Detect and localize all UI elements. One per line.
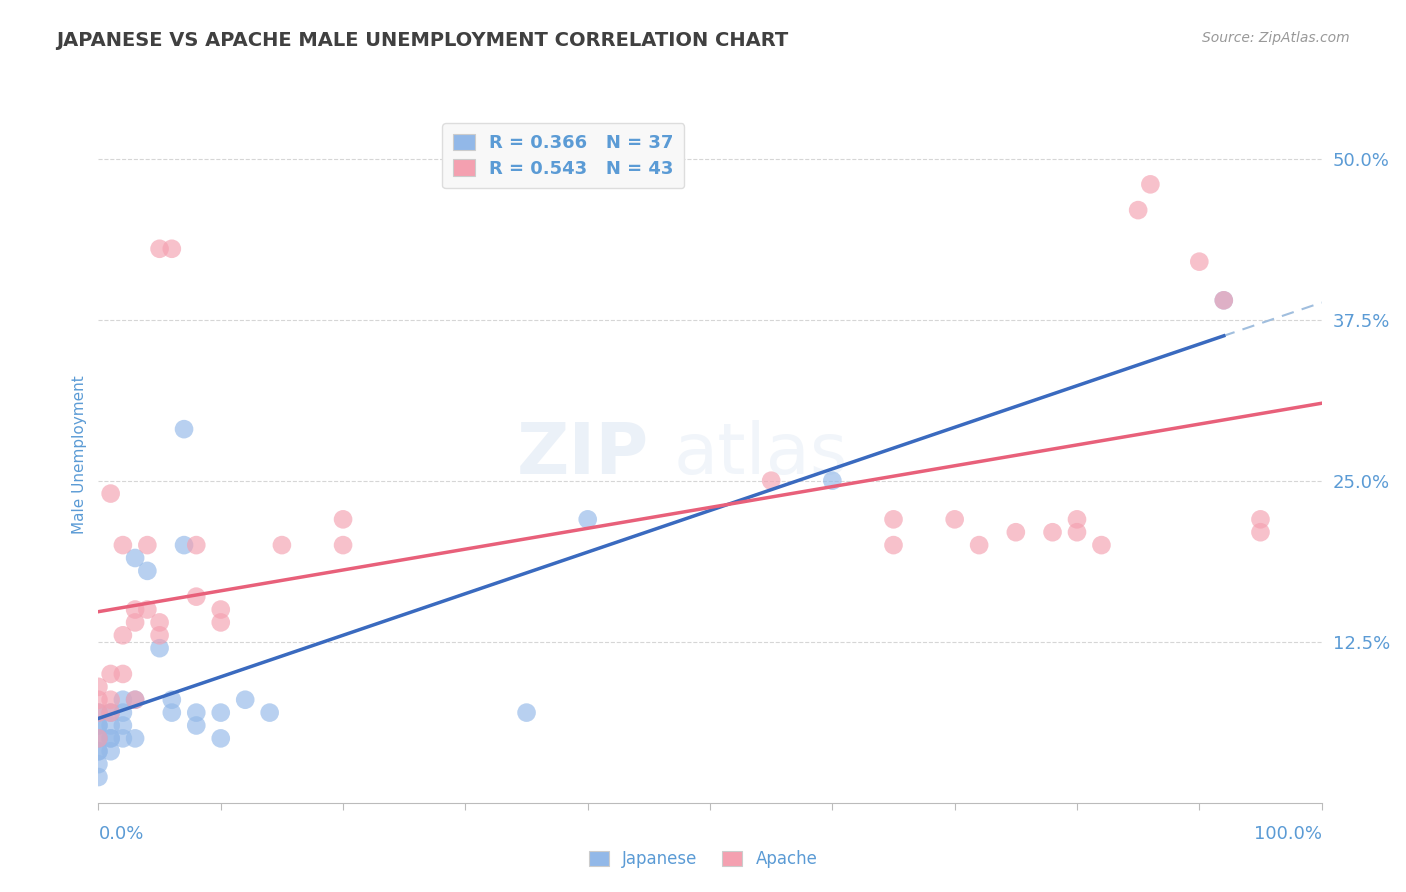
Point — [87, 744, 110, 758]
Point — [124, 615, 146, 630]
Point — [87, 731, 110, 746]
Point — [160, 242, 183, 256]
Point — [1042, 525, 1064, 540]
Point — [233, 692, 256, 706]
Point — [124, 692, 146, 706]
Point — [124, 602, 146, 616]
Point — [149, 641, 172, 656]
Text: atlas: atlas — [673, 420, 848, 490]
Point — [332, 538, 354, 552]
Point — [136, 564, 159, 578]
Point — [160, 692, 183, 706]
Point — [111, 628, 134, 642]
Point — [1128, 203, 1150, 218]
Point — [100, 692, 122, 706]
Point — [209, 602, 232, 616]
Point — [87, 718, 110, 732]
Legend: R = 0.366   N = 37, R = 0.543   N = 43: R = 0.366 N = 37, R = 0.543 N = 43 — [441, 123, 685, 188]
Point — [1139, 178, 1161, 192]
Point — [209, 615, 232, 630]
Point — [87, 706, 110, 720]
Point — [111, 667, 134, 681]
Point — [209, 731, 232, 746]
Point — [1004, 525, 1026, 540]
Point — [149, 615, 172, 630]
Point — [332, 512, 354, 526]
Point — [186, 590, 208, 604]
Point — [160, 706, 183, 720]
Point — [515, 706, 537, 720]
Point — [1212, 293, 1234, 308]
Point — [173, 422, 195, 436]
Text: 0.0%: 0.0% — [98, 825, 143, 843]
Point — [1066, 512, 1088, 526]
Point — [270, 538, 294, 552]
Point — [1066, 525, 1088, 540]
Point — [124, 692, 146, 706]
Point — [100, 706, 122, 720]
Point — [1212, 293, 1234, 308]
Point — [1090, 538, 1112, 552]
Point — [136, 602, 159, 616]
Point — [186, 538, 208, 552]
Point — [576, 512, 599, 526]
Point — [1249, 512, 1271, 526]
Point — [87, 680, 110, 694]
Point — [149, 628, 172, 642]
Point — [87, 770, 110, 784]
Point — [1249, 525, 1271, 540]
Point — [883, 512, 905, 526]
Point — [100, 667, 122, 681]
Point — [100, 731, 122, 746]
Point — [186, 706, 208, 720]
Point — [1188, 254, 1211, 268]
Point — [124, 551, 146, 566]
Point — [124, 731, 146, 746]
Point — [87, 718, 110, 732]
Point — [100, 706, 122, 720]
Point — [149, 242, 172, 256]
Point — [883, 538, 905, 552]
Point — [967, 538, 990, 552]
Point — [821, 474, 844, 488]
Point — [87, 757, 110, 772]
Y-axis label: Male Unemployment: Male Unemployment — [72, 376, 87, 534]
Point — [87, 692, 110, 706]
Point — [100, 744, 122, 758]
Point — [186, 718, 208, 732]
Point — [87, 731, 110, 746]
Point — [761, 474, 783, 488]
Point — [111, 718, 134, 732]
Text: JAPANESE VS APACHE MALE UNEMPLOYMENT CORRELATION CHART: JAPANESE VS APACHE MALE UNEMPLOYMENT COR… — [56, 31, 789, 50]
Point — [136, 538, 159, 552]
Point — [111, 706, 134, 720]
Point — [87, 744, 110, 758]
Point — [173, 538, 195, 552]
Point — [87, 731, 110, 746]
Point — [87, 706, 110, 720]
Point — [259, 706, 281, 720]
Point — [111, 538, 134, 552]
Point — [209, 706, 232, 720]
Point — [100, 718, 122, 732]
Point — [943, 512, 966, 526]
Text: Source: ZipAtlas.com: Source: ZipAtlas.com — [1202, 31, 1350, 45]
Text: 100.0%: 100.0% — [1254, 825, 1322, 843]
Point — [100, 731, 122, 746]
Legend: Japanese, Apache: Japanese, Apache — [582, 844, 824, 875]
Point — [111, 731, 134, 746]
Point — [100, 486, 122, 500]
Text: ZIP: ZIP — [516, 420, 648, 490]
Point — [111, 692, 134, 706]
